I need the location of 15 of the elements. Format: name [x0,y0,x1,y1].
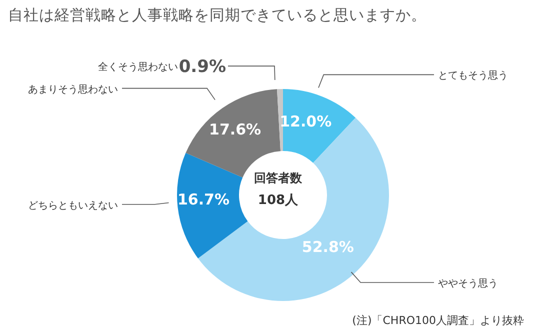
text: 回答者数 [254,171,303,185]
data-label: 16.7% [177,190,230,209]
data-label: 0.9% [178,57,226,78]
slice-label: とてもそう思う [438,70,508,82]
data-label: 52.8% [302,238,354,256]
donut-slice [177,152,248,258]
chart-title: 自社は経営戦略と人事戦略を同期できていると思いますか。 [8,6,426,25]
donut-slice [277,89,283,152]
text: 108人 [258,193,300,208]
slice-label: あまりそう思わない [28,84,118,96]
data-label: 17.6% [209,120,262,139]
slice-label: 全くそう思わない [98,61,178,74]
text: (注)「CHRO100人調査」より抜粋 [352,314,524,327]
slice-label: ややそう思う [438,278,498,290]
slice-label: どちらともいえない [28,200,118,212]
